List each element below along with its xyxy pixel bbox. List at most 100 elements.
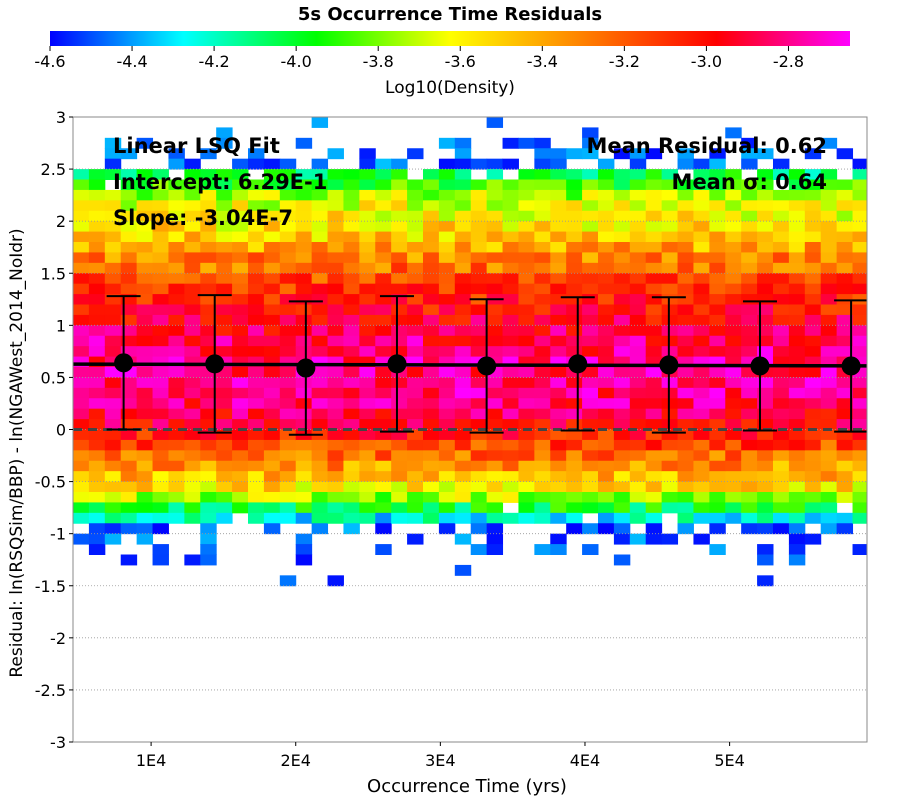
heatmap-cell	[757, 502, 774, 514]
heatmap-cell	[566, 273, 583, 285]
heatmap-cell	[550, 377, 567, 389]
heatmap-cell	[247, 273, 265, 285]
heatmap-cell	[836, 179, 854, 191]
heatmap-cell	[550, 273, 567, 285]
heatmap-cell	[247, 419, 265, 430]
heatmap-cell	[661, 179, 679, 191]
heatmap-cell	[232, 179, 249, 191]
heatmap-cell	[550, 304, 567, 316]
heatmap-cell	[184, 179, 201, 191]
heatmap-cell	[73, 283, 90, 295]
heatmap-cell	[247, 148, 265, 160]
heatmap-cell	[136, 294, 154, 305]
heatmap-cell	[327, 419, 344, 430]
heatmap-cell	[438, 273, 456, 285]
heatmap-cell	[136, 262, 154, 274]
heatmap-cell	[677, 273, 694, 285]
heatmap-cell	[120, 523, 138, 535]
x-tick-label: 3E4	[425, 751, 455, 770]
heatmap-cell	[232, 450, 249, 462]
heatmap-cell	[725, 387, 742, 399]
heatmap-cell	[120, 294, 138, 305]
heatmap-cell	[279, 346, 297, 358]
heatmap-cell	[788, 304, 806, 316]
heatmap-cell	[661, 471, 679, 483]
heatmap-cell	[216, 367, 233, 378]
heatmap-cell	[279, 502, 297, 514]
heatmap-cell	[295, 512, 313, 524]
heatmap-cell	[852, 492, 867, 503]
heatmap-cell	[263, 523, 281, 535]
heatmap-cell	[820, 262, 838, 274]
heatmap-cell	[550, 439, 567, 451]
heatmap-cell	[343, 294, 360, 305]
heatmap-cell	[168, 314, 185, 326]
heatmap-cell	[502, 137, 519, 149]
heatmap-cell	[534, 262, 551, 274]
heatmap-cell	[454, 408, 472, 420]
heatmap-cell	[327, 262, 344, 274]
heatmap-cell	[566, 408, 583, 420]
heatmap-cell	[120, 387, 138, 399]
heatmap-cell	[693, 169, 710, 180]
heatmap-cell	[216, 242, 233, 253]
heatmap-cell	[454, 179, 472, 191]
heatmap-cell	[454, 439, 472, 451]
heatmap-cell	[327, 335, 344, 347]
heatmap-cell	[518, 325, 535, 337]
heatmap-cell	[359, 492, 376, 503]
heatmap-cell	[741, 439, 758, 451]
heatmap-cell	[311, 273, 329, 285]
heatmap-cell	[502, 210, 519, 222]
heatmap-cell	[725, 221, 742, 233]
heatmap-cell	[407, 439, 424, 451]
heatmap-cell	[168, 148, 185, 160]
heatmap-cell	[152, 367, 169, 378]
heatmap-cell	[470, 471, 488, 483]
heatmap-cell	[804, 398, 822, 410]
heatmap-cell	[200, 325, 217, 337]
heatmap-cell	[772, 158, 790, 170]
heatmap-cell	[88, 377, 106, 389]
heatmap-cell	[757, 523, 774, 535]
heatmap-cell	[359, 200, 376, 212]
heatmap-cell	[645, 523, 663, 535]
heatmap-cell	[757, 273, 774, 285]
heatmap-cell	[518, 231, 535, 243]
heatmap-cell	[263, 335, 281, 347]
heatmap-cell	[550, 408, 567, 420]
heatmap-cell	[263, 231, 281, 243]
heatmap-cell	[88, 408, 106, 420]
heatmap-cell	[629, 367, 647, 378]
heatmap-cell	[677, 523, 694, 535]
heatmap-cell	[232, 304, 249, 316]
heatmap-cell	[741, 429, 758, 441]
heatmap-cell	[550, 450, 567, 462]
y-tick-label: -3	[50, 733, 66, 752]
heatmap-cell	[438, 439, 456, 451]
heatmap-cell	[136, 492, 154, 503]
heatmap-cell	[343, 398, 360, 410]
heatmap-cell	[232, 252, 249, 264]
heatmap-cell	[486, 533, 504, 545]
heatmap-cell	[788, 523, 806, 535]
heatmap-cell	[359, 512, 376, 524]
heatmap-cell	[438, 169, 456, 180]
heatmap-cell	[88, 502, 106, 514]
heatmap-cell	[422, 346, 440, 358]
heatmap-cell	[232, 481, 249, 493]
heatmap-cell	[613, 252, 631, 264]
heatmap-cell	[184, 221, 201, 233]
heatmap-cell	[836, 189, 854, 201]
heatmap-cell	[629, 169, 647, 180]
heatmap-cell	[534, 398, 551, 410]
heatmap-cell	[788, 554, 806, 566]
heatmap-cell	[438, 460, 456, 472]
heatmap-cell	[327, 148, 344, 160]
heatmap-cell	[852, 502, 867, 514]
heatmap-cell	[836, 471, 854, 483]
heatmap-cell	[820, 387, 838, 399]
heatmap-cell	[327, 377, 344, 389]
heatmap-cell	[327, 408, 344, 420]
heatmap-cell	[104, 169, 122, 180]
